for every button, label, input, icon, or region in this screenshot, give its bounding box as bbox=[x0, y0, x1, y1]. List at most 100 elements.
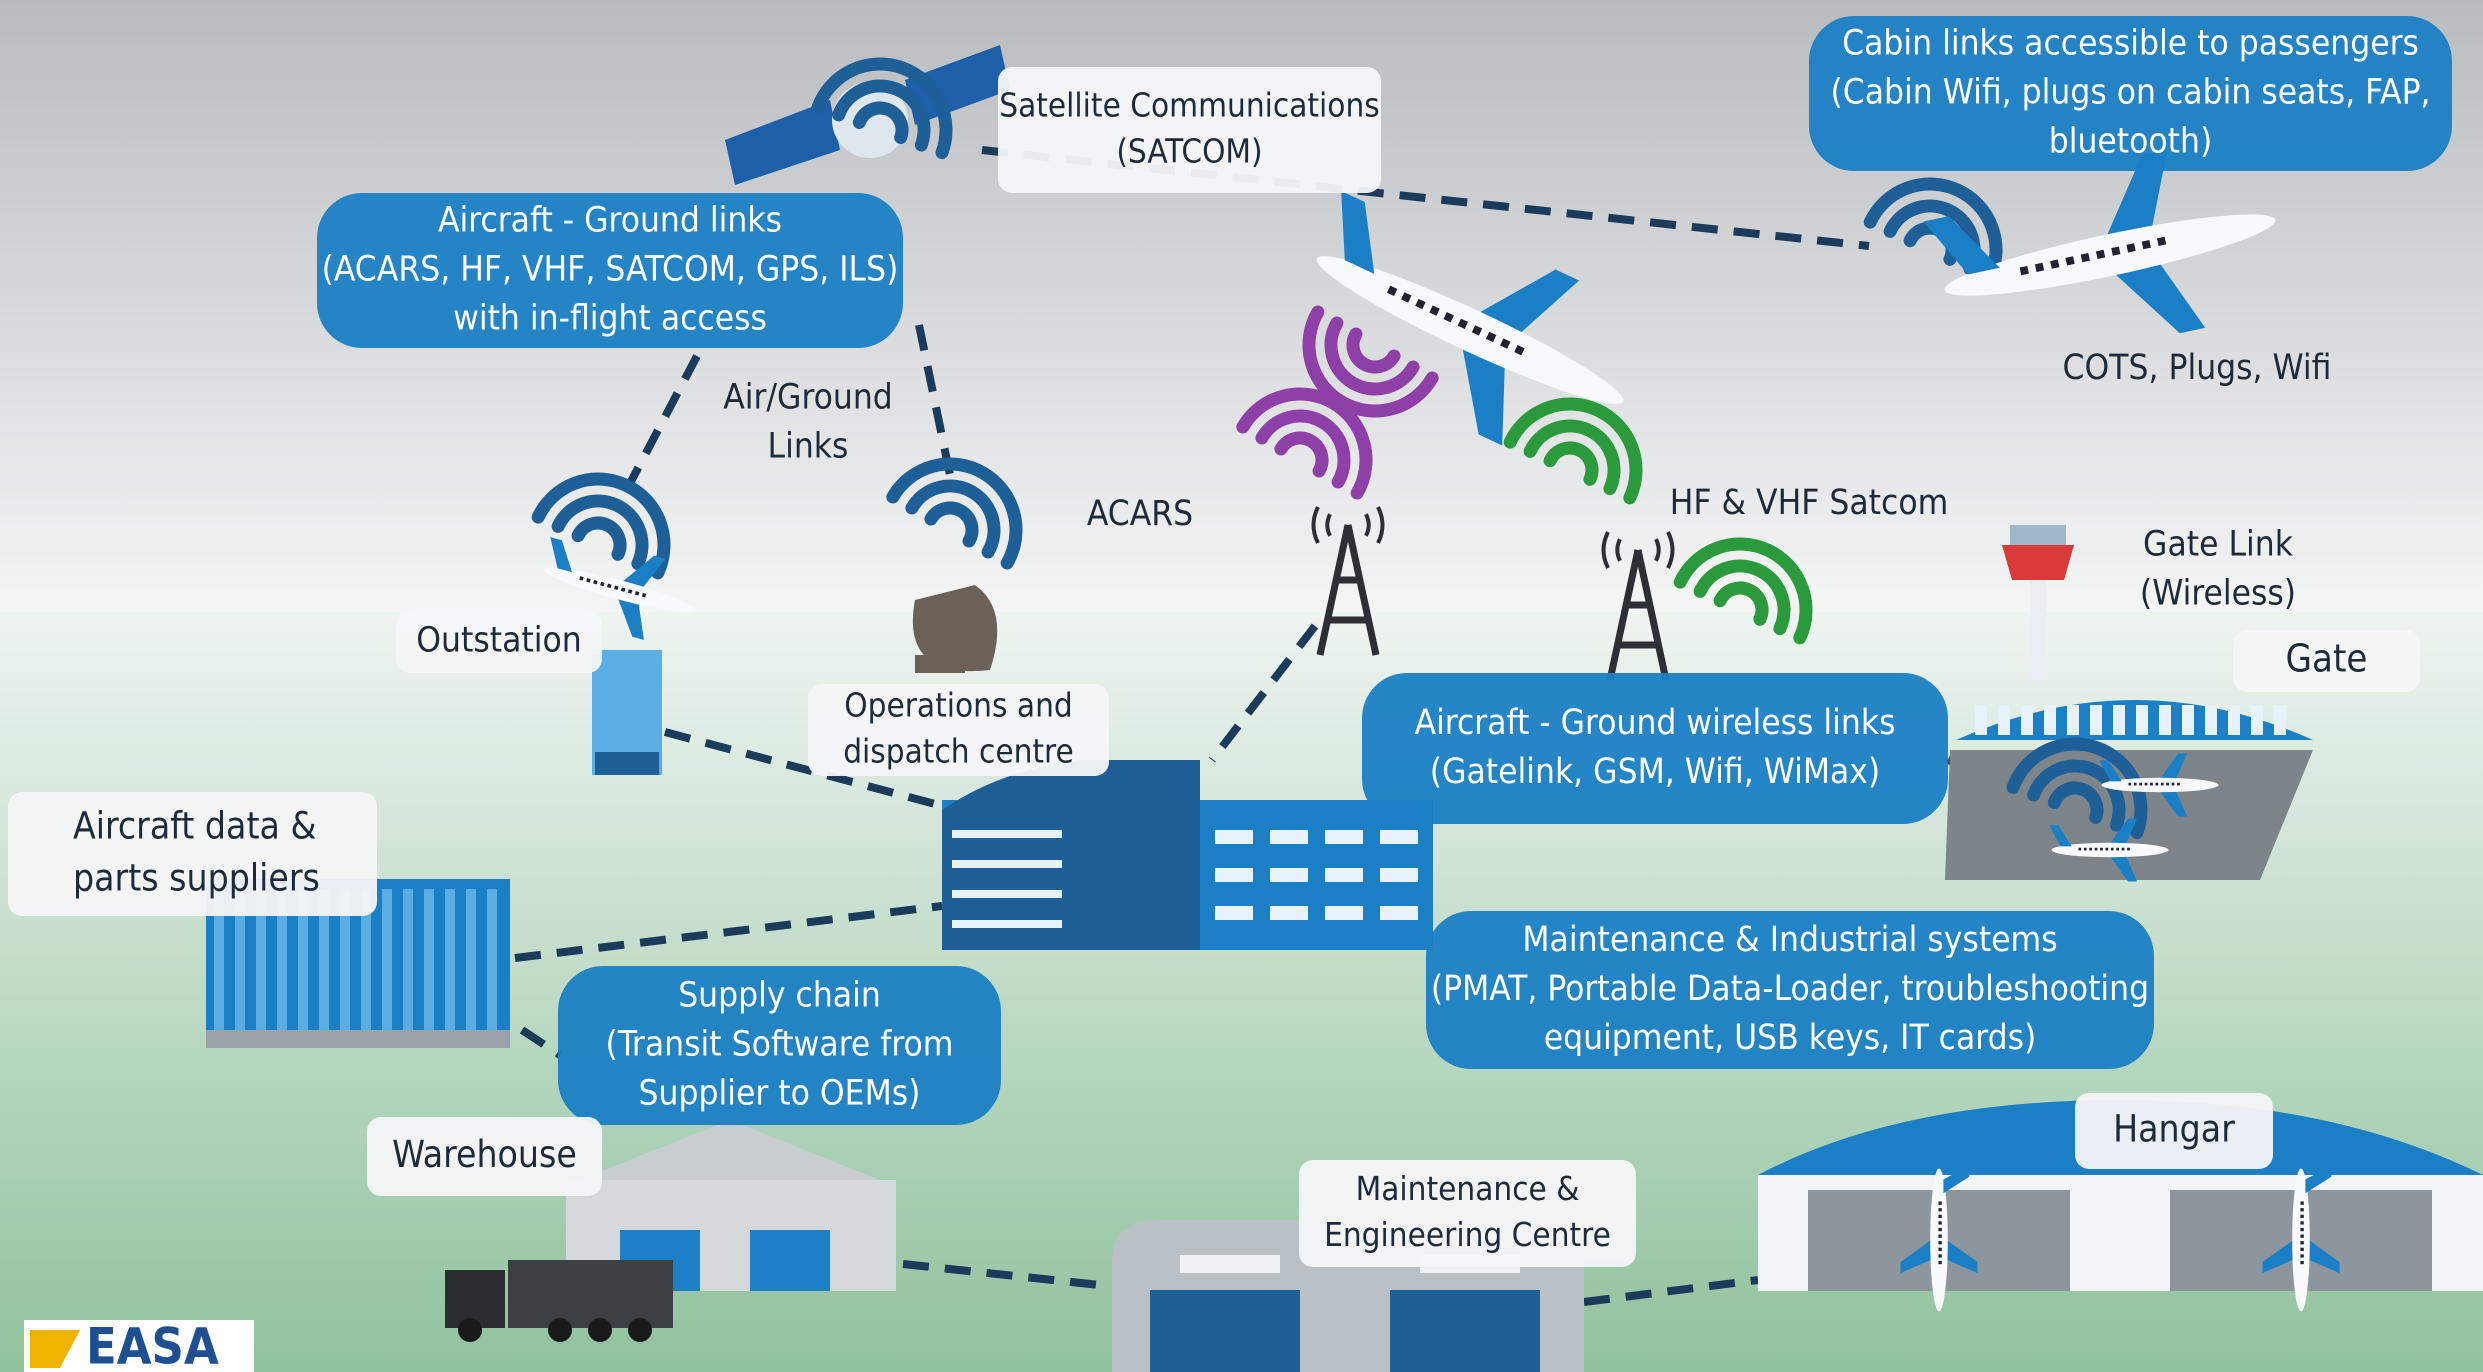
aircraft-window bbox=[2300, 1254, 2303, 1257]
aircraft-window bbox=[1938, 1248, 1941, 1251]
aircraft-window bbox=[2134, 783, 2137, 786]
aircraft-window bbox=[2150, 783, 2153, 786]
aircraft-window bbox=[2177, 783, 2180, 786]
ops-window bbox=[1215, 906, 1253, 920]
label-text: (Gatelink, GSM, Wifi, WiMax) bbox=[1430, 752, 1880, 792]
label-text: Hangar bbox=[2113, 1108, 2235, 1151]
truck-wheel bbox=[458, 1318, 482, 1342]
label-text: parts suppliers bbox=[73, 856, 320, 899]
aircraft-window bbox=[1938, 1221, 1941, 1224]
gate-window bbox=[2067, 705, 2079, 735]
tower-cab bbox=[2002, 545, 2074, 580]
label-text: Supplier to OEMs) bbox=[639, 1074, 921, 1114]
aircraft-window bbox=[2166, 783, 2169, 786]
label-text: Aircraft - Ground wireless links bbox=[1415, 703, 1896, 743]
label-text: Air/Ground bbox=[723, 378, 893, 418]
ops-band bbox=[952, 860, 1062, 868]
truck-wheel bbox=[548, 1318, 572, 1342]
aircraft-window bbox=[2300, 1248, 2303, 1251]
label-text: Links bbox=[768, 427, 849, 467]
label-text: with in-flight access bbox=[453, 299, 767, 339]
gate-window bbox=[1998, 705, 2010, 735]
aircraft-window bbox=[2089, 848, 2092, 851]
aircraft-window bbox=[2020, 266, 2029, 275]
supplier-stripe bbox=[445, 889, 455, 1034]
label-text: Aircraft data & bbox=[73, 805, 316, 848]
ops-band bbox=[952, 890, 1062, 898]
aircraft-window bbox=[2081, 253, 2090, 262]
supplier-stripe bbox=[403, 889, 413, 1034]
supplier-stripe bbox=[424, 889, 434, 1034]
diagram: Satellite Communications(SATCOM)Cabin li… bbox=[0, 0, 2483, 1372]
aircraft-window bbox=[2127, 848, 2130, 851]
ops-band bbox=[952, 920, 1062, 928]
gate-window bbox=[2182, 705, 2194, 735]
gate-window bbox=[2113, 705, 2125, 735]
aircraft-window bbox=[2106, 848, 2109, 851]
ops-window bbox=[1270, 830, 1308, 844]
aircraft-window bbox=[2145, 783, 2148, 786]
truck-wheel bbox=[588, 1318, 612, 1342]
aircraft-window bbox=[2050, 259, 2059, 268]
gate-window bbox=[2090, 705, 2102, 735]
aircraft-window bbox=[1938, 1261, 1941, 1264]
label-text: (PMAT, Portable Data-Loader, troubleshoo… bbox=[1431, 969, 2149, 1009]
page: Satellite Communications(SATCOM)Cabin li… bbox=[0, 0, 2483, 1372]
aircraft-window bbox=[2035, 263, 2044, 272]
gate-window bbox=[2159, 705, 2171, 735]
aircraft-window bbox=[1938, 1235, 1941, 1238]
ops-band bbox=[952, 830, 1062, 838]
ops-window bbox=[1325, 868, 1363, 882]
ops-window bbox=[1325, 830, 1363, 844]
label-text: Maintenance & Industrial systems bbox=[1522, 920, 2057, 960]
gate-window bbox=[2021, 705, 2033, 735]
supplier-stripe bbox=[487, 889, 497, 1034]
ops-window bbox=[1380, 830, 1418, 844]
label-text: COTS, Plugs, Wifi bbox=[2062, 348, 2331, 388]
gate-window bbox=[2274, 705, 2286, 735]
aircraft-window bbox=[2300, 1202, 2303, 1205]
aircraft-window bbox=[2142, 240, 2151, 249]
label-text: (Wireless) bbox=[2140, 574, 2296, 614]
gate-window bbox=[2136, 705, 2148, 735]
aircraft-window bbox=[1938, 1254, 1941, 1257]
ops-window bbox=[1215, 830, 1253, 844]
ops-window bbox=[1215, 868, 1253, 882]
aircraft-window bbox=[2300, 1215, 2303, 1218]
truck-wheel bbox=[628, 1318, 652, 1342]
label-text: Satellite Communications bbox=[999, 85, 1380, 124]
ops-window bbox=[1325, 906, 1363, 920]
ops-window bbox=[1270, 906, 1308, 920]
label-text: equipment, USB keys, IT cards) bbox=[1544, 1018, 2037, 1058]
aircraft-window bbox=[1938, 1208, 1941, 1211]
label-text: ACARS bbox=[1087, 494, 1193, 534]
aircraft-window bbox=[2111, 246, 2120, 255]
aircraft-window bbox=[1938, 1241, 1941, 1244]
aircraft-window bbox=[2161, 783, 2164, 786]
aircraft-window bbox=[2157, 237, 2166, 246]
aircraft-window bbox=[2129, 783, 2132, 786]
dish-base bbox=[915, 655, 965, 673]
truck-cargo bbox=[508, 1260, 673, 1328]
aircraft-window bbox=[2116, 848, 2119, 851]
label-text: (Cabin Wifi, plugs on cabin seats, FAP, bbox=[1830, 73, 2430, 113]
label-box bbox=[1362, 673, 1948, 824]
tower-shaft bbox=[2030, 580, 2046, 680]
label-text: Engineering Centre bbox=[1324, 1215, 1611, 1254]
mec-window bbox=[1180, 1255, 1280, 1273]
tower-top bbox=[2010, 525, 2066, 545]
aircraft-window bbox=[2300, 1221, 2303, 1224]
label-text: Operations and bbox=[844, 685, 1073, 724]
label-text: Aircraft - Ground links bbox=[438, 201, 782, 241]
aircraft-window bbox=[2300, 1241, 2303, 1244]
aircraft-window bbox=[2100, 848, 2103, 851]
label-text: Gate bbox=[2286, 637, 2368, 681]
supplier-stripe bbox=[382, 889, 392, 1034]
ops-window bbox=[1380, 906, 1418, 920]
label-text: Cabin links accessible to passengers bbox=[1842, 24, 2419, 64]
label-text: dispatch centre bbox=[843, 732, 1074, 771]
aircraft-window bbox=[1938, 1215, 1941, 1218]
aircraft-window bbox=[1938, 1202, 1941, 1205]
label-text: (Transit Software from bbox=[606, 1025, 954, 1065]
label-text: Warehouse bbox=[392, 1133, 577, 1176]
